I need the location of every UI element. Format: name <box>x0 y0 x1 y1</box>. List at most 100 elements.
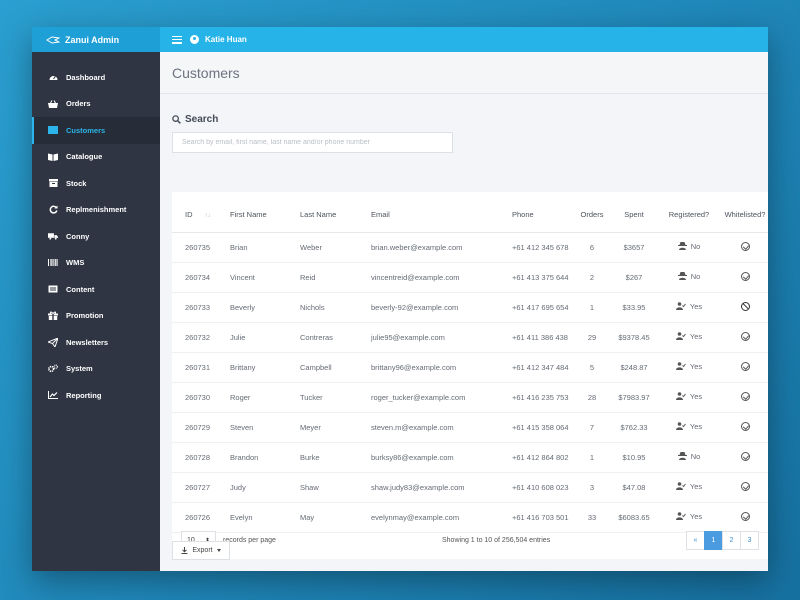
sidebar-item-catalogue[interactable]: Catalogue <box>32 144 160 171</box>
cell-registered: Yes <box>660 472 718 503</box>
cell-orders: 33 <box>576 502 608 533</box>
page-length-value: 10 <box>187 536 195 544</box>
column-header-registered[interactable]: Registered? <box>660 192 718 233</box>
sidebar-item-system[interactable]: System <box>32 356 160 383</box>
table-row[interactable]: 260727 Judy Shaw shaw.judy83@example.com +61… <box>172 472 768 503</box>
sidebar-item-dashboard[interactable]: Dashboard <box>32 64 160 91</box>
cell-registered: No <box>660 232 718 263</box>
search-label: Search <box>172 114 756 125</box>
cell-last-name: Nichols <box>287 292 358 323</box>
user-check-icon <box>675 392 686 401</box>
sidebar-item-stock[interactable]: Stock <box>32 170 160 197</box>
user-check-icon <box>675 422 686 431</box>
pager-page-2[interactable]: 2 <box>722 530 741 550</box>
sidebar-item-customers[interactable]: Customers <box>32 117 160 144</box>
sidebar-item-promotion[interactable]: Promotion <box>32 303 160 330</box>
registered-value: No <box>690 271 701 281</box>
user-secret-icon <box>677 452 687 461</box>
table-row[interactable]: 260731 Brittany Campbell brittany96@example… <box>172 352 768 383</box>
sidebar-item-wms[interactable]: WMS <box>32 250 160 277</box>
box-icon <box>48 179 58 188</box>
column-header-id[interactable]: ID ↑↓ <box>172 192 217 233</box>
cell-whitelisted <box>718 292 768 323</box>
cell-id: 260735 <box>172 232 217 263</box>
cell-registered: Yes <box>660 382 718 413</box>
sidebar-item-content[interactable]: Content <box>32 276 160 303</box>
gift-icon <box>48 311 58 321</box>
search-input[interactable] <box>172 132 453 153</box>
cell-first-name: Judy <box>217 472 287 503</box>
user-name[interactable]: Katie Huan <box>205 35 247 44</box>
table-row[interactable]: 260729 Steven Meyer steven.m@example.com +61… <box>172 412 768 443</box>
cell-spent: $762.33 <box>608 412 660 443</box>
user-check-icon <box>675 302 686 311</box>
column-header-email[interactable]: Email <box>358 192 499 233</box>
registered-value: Yes <box>689 511 703 521</box>
basket-icon <box>48 99 58 108</box>
cell-whitelisted <box>718 382 768 413</box>
sidebar-item-newsletters[interactable]: Newsletters <box>32 329 160 356</box>
sidebar-item-orders[interactable]: Orders <box>32 91 160 118</box>
sidebar-item-label: Replmenishment <box>66 205 127 215</box>
table-row[interactable]: 260728 Brandon Burke burksy86@example.com +6… <box>172 442 768 473</box>
column-header-first-name[interactable]: First Name <box>217 192 287 233</box>
export-button[interactable]: Export <box>172 541 230 560</box>
cell-spent: $7983.97 <box>608 382 660 413</box>
registered-value: Yes <box>689 391 703 401</box>
user-icon <box>190 35 199 44</box>
pager-prev-button[interactable]: « <box>686 530 705 550</box>
table-row[interactable]: 260732 Julie Contreras julie95@example.com +… <box>172 322 768 353</box>
cell-last-name: Tucker <box>287 382 358 413</box>
cell-first-name: Evelyn <box>217 502 287 533</box>
cell-phone: +61 416 703 501 <box>499 502 576 533</box>
cell-last-name: Campbell <box>287 352 358 383</box>
pager-page-3[interactable]: 3 <box>740 530 759 550</box>
cell-orders: 1 <box>576 292 608 323</box>
search-label-text: Search <box>185 114 219 125</box>
registered-value: Yes <box>689 481 703 491</box>
cell-email: burksy86@example.com <box>358 442 499 473</box>
cell-registered: Yes <box>660 292 718 323</box>
cell-registered: Yes <box>660 502 718 533</box>
cell-email: steven.m@example.com <box>358 412 499 443</box>
column-header-orders[interactable]: Orders <box>576 192 608 233</box>
export-label: Export <box>192 547 213 554</box>
cell-email: roger_tucker@example.com <box>358 382 499 413</box>
table-row[interactable]: 260734 Vincent Reid vincentreid@example.com… <box>172 262 768 293</box>
menu-toggle-icon[interactable] <box>172 35 182 44</box>
table-row[interactable]: 260735 Brian Weber brian.weber@example.com +… <box>172 232 768 263</box>
sidebar-item-label: Dashboard <box>66 72 106 82</box>
cell-first-name: Brian <box>217 232 287 263</box>
cell-phone: +61 413 375 644 <box>499 262 576 293</box>
user-check-icon <box>675 362 686 371</box>
table-row[interactable]: 260730 Roger Tucker roger_tucker@example.co… <box>172 382 768 413</box>
table-footer: 10 ⬍ records per page Showing 1 to 10 of… <box>172 527 768 553</box>
sort-icon[interactable]: ↑↓ <box>204 213 211 220</box>
cell-first-name: Brittany <box>217 352 287 383</box>
sidebar-item-conny[interactable]: Conny <box>32 223 160 250</box>
cell-spent: $267 <box>608 262 660 293</box>
cell-whitelisted <box>718 472 768 503</box>
column-header-spent[interactable]: Spent <box>608 192 660 233</box>
pager-page-1[interactable]: 1 <box>704 530 723 550</box>
cell-whitelisted <box>718 352 768 383</box>
cell-email: beverly-92@example.com <box>358 292 499 323</box>
table-row[interactable]: 260726 Evelyn May evelynmay@example.com +61 … <box>172 502 768 533</box>
brand[interactable]: Zanui Admin <box>32 27 160 52</box>
check-circle-icon <box>740 331 750 341</box>
sidebar-item-label: Newsletters <box>66 337 109 347</box>
table-row[interactable]: 260733 Beverly Nichols beverly-92@example.c… <box>172 292 768 323</box>
cell-phone: +61 412 345 678 <box>499 232 576 263</box>
registered-value: No <box>690 241 701 251</box>
user-secret-icon <box>677 242 687 251</box>
user-check-icon <box>675 512 686 521</box>
ban-icon <box>740 301 750 311</box>
cell-first-name: Beverly <box>217 292 287 323</box>
column-header-whitelisted[interactable]: Whitelisted? <box>718 192 768 233</box>
sidebar-item-label: Promotion <box>66 311 104 321</box>
sidebar-item-replmenishment[interactable]: Replmenishment <box>32 197 160 224</box>
cell-last-name: Shaw <box>287 472 358 503</box>
column-header-last-name[interactable]: Last Name <box>287 192 358 233</box>
column-header-phone[interactable]: Phone <box>499 192 576 233</box>
sidebar-item-reporting[interactable]: Reporting <box>32 382 160 409</box>
